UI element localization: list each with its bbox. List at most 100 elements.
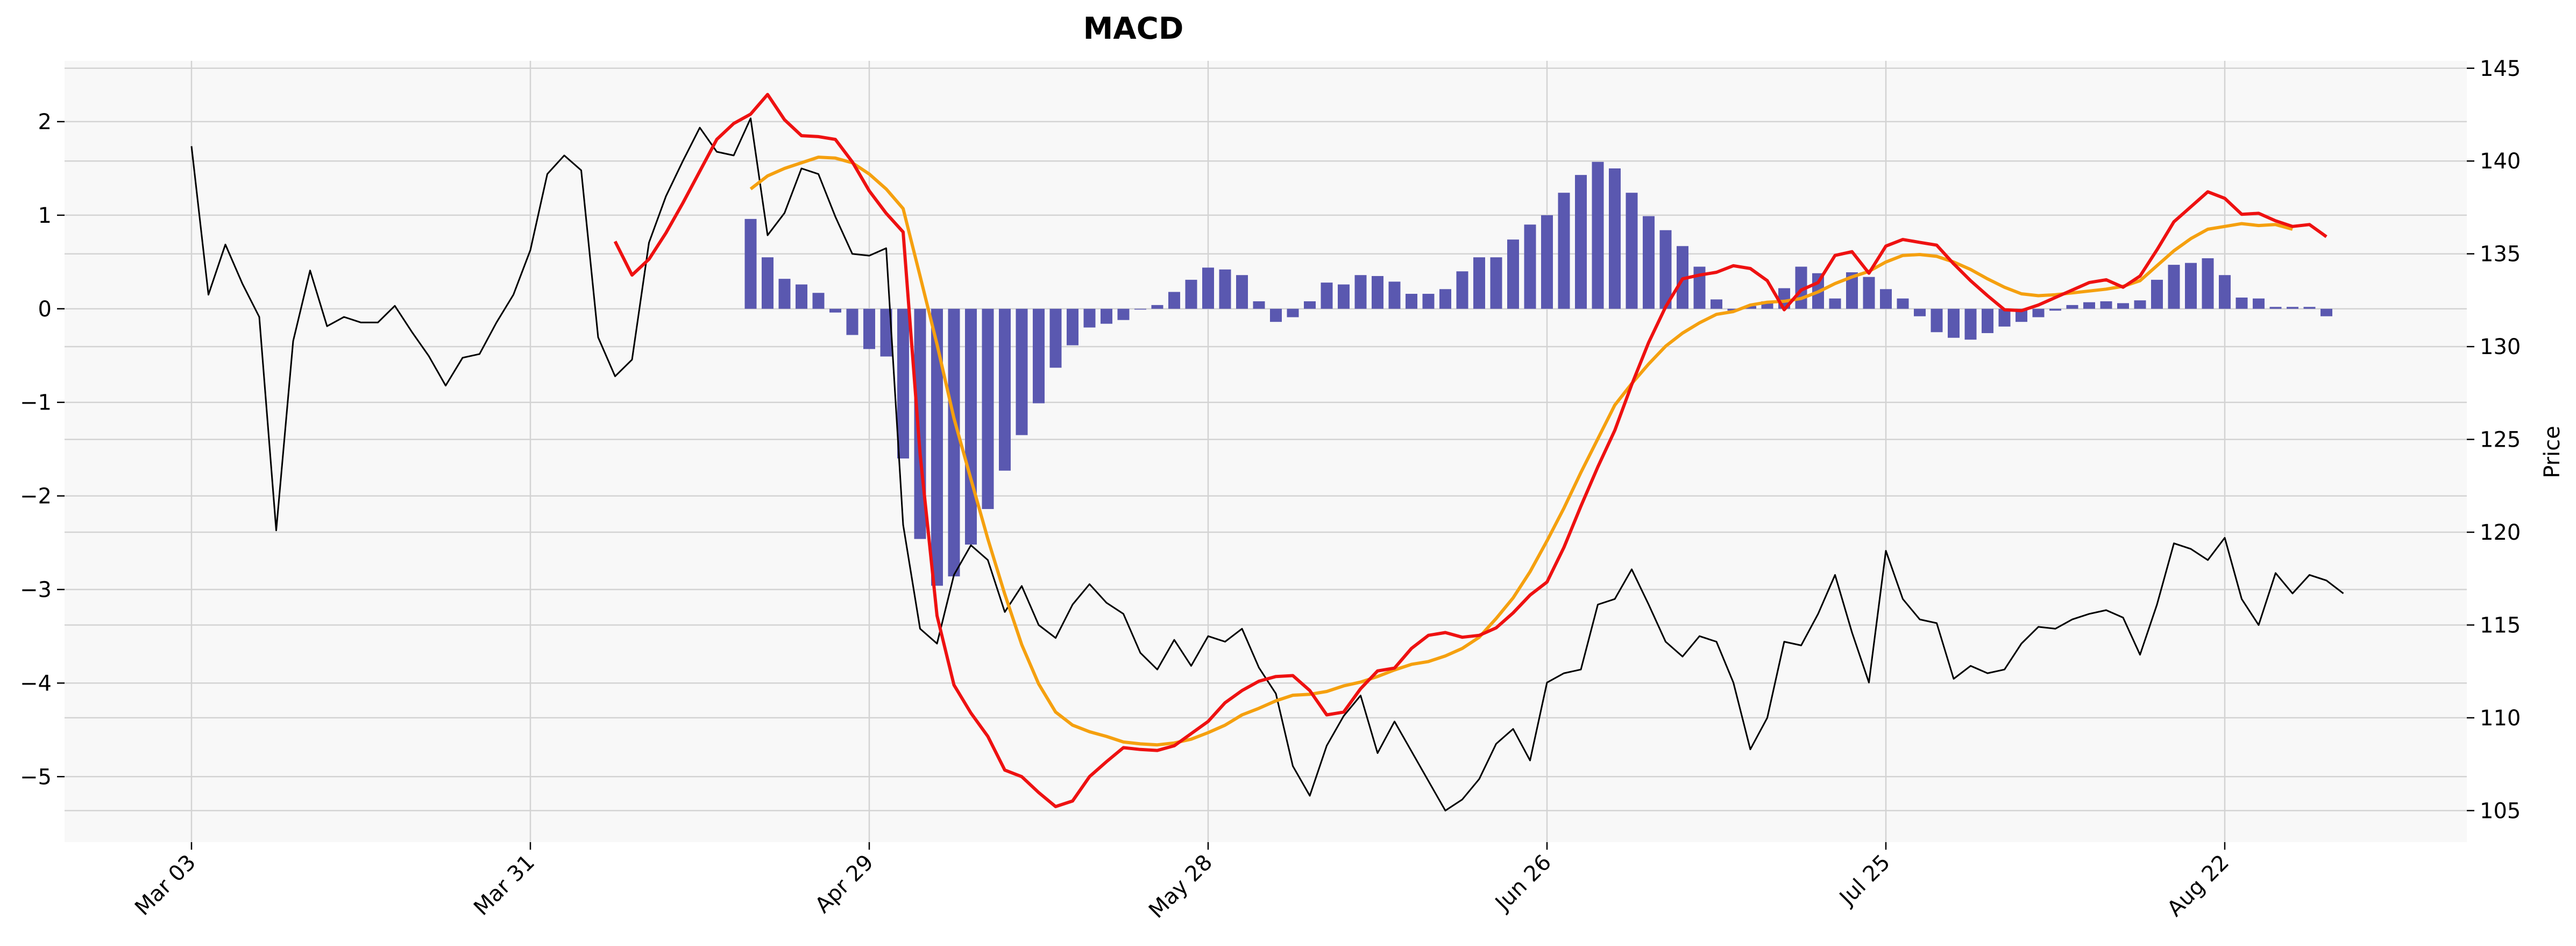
histogram-bar <box>796 284 807 309</box>
histogram-bar <box>1897 298 1909 309</box>
histogram-bar <box>1117 308 1130 320</box>
y-right-tick-label: 135 <box>2480 242 2521 267</box>
histogram-bar <box>880 308 892 357</box>
histogram-bar <box>1541 215 1553 309</box>
histogram-bar <box>1880 289 1892 309</box>
x-tick-label: Jun 26 <box>1489 850 1556 917</box>
x-tick-label: Apr 29 <box>811 850 878 918</box>
histogram-bar <box>1558 193 1570 309</box>
histogram-bar <box>2117 303 2129 309</box>
histogram-bar <box>1863 277 1875 309</box>
macd-line <box>613 93 2327 808</box>
histogram-bar <box>778 279 791 309</box>
histogram-bar <box>1033 308 1045 404</box>
histogram-bar <box>1321 283 1333 309</box>
histogram-bar <box>2185 263 2197 309</box>
histogram-bar <box>1287 308 1299 317</box>
histogram-bar <box>1575 175 1587 309</box>
histogram-bar <box>2236 297 2248 309</box>
histogram-bar <box>1643 216 1655 309</box>
histogram-bar <box>1304 301 1316 309</box>
histogram-bar <box>2134 300 2146 309</box>
histogram-bar <box>2151 279 2163 309</box>
histogram-bar <box>1456 271 1468 309</box>
y-left-tick-label: −1 <box>20 391 52 415</box>
histogram-bar <box>1914 308 1926 316</box>
histogram-bar <box>1202 267 1214 309</box>
histogram-bar <box>1016 308 1028 435</box>
histogram-bar <box>1948 308 1960 338</box>
y-left-tick-label: −3 <box>20 577 52 602</box>
y-right-tick-label: 140 <box>2480 149 2521 174</box>
histogram-bar <box>2303 307 2316 309</box>
histogram-bar <box>2049 308 2061 311</box>
signal-line <box>749 156 2293 747</box>
x-tick-label: Mar 31 <box>469 850 540 921</box>
y-left-tick-label: −4 <box>20 671 52 696</box>
histogram-bar <box>948 308 960 577</box>
y-right-tick-label: 105 <box>2480 799 2521 823</box>
y-right-tick-label: 125 <box>2480 428 2521 453</box>
histogram-bar <box>1151 305 1163 309</box>
histogram-bar <box>1829 298 1841 309</box>
histogram-bar <box>1439 289 1451 309</box>
histogram-bar <box>1659 230 1672 309</box>
histogram-bar <box>846 308 858 335</box>
y-right-tick-label: 120 <box>2480 520 2521 545</box>
histogram-bar <box>1490 257 1502 309</box>
histogram-bar <box>812 293 825 309</box>
histogram-bar <box>1219 269 1231 309</box>
y-left-tick-label: 2 <box>38 110 52 135</box>
histogram-bar <box>1982 308 1993 334</box>
histogram-bar <box>1049 308 1062 368</box>
histogram-bar <box>2083 302 2095 309</box>
histogram-bar <box>744 218 757 309</box>
histogram-bar <box>1372 276 1383 309</box>
histogram-bar <box>1473 257 1485 309</box>
y-left-tick-label: −5 <box>20 765 52 789</box>
histogram-bar <box>2032 308 2045 317</box>
histogram-bar <box>999 308 1011 471</box>
y-right-tick-label: 130 <box>2480 335 2521 359</box>
histogram-bar <box>1964 308 1977 340</box>
histogram-bar <box>829 308 841 313</box>
histogram-bar <box>1592 161 1604 309</box>
series-lines <box>190 93 2344 811</box>
x-tick-label: Aug 22 <box>2162 850 2234 922</box>
y-right-tick-label: 115 <box>2480 613 2521 638</box>
histogram-bar <box>1507 239 1519 309</box>
histogram-bar <box>1609 168 1621 309</box>
histogram-bar <box>1185 279 1197 309</box>
x-tick-label: Jul 25 <box>1834 850 1895 912</box>
histogram-bar <box>1846 272 1858 309</box>
y-left-tick-label: 0 <box>38 297 52 322</box>
histogram-bar <box>1406 293 1417 309</box>
histogram-bar <box>965 308 977 545</box>
histogram-bar <box>1524 224 1536 309</box>
histogram-bar <box>1270 308 1282 322</box>
histogram-bar <box>897 308 909 459</box>
x-tick-label: Mar 03 <box>130 850 201 921</box>
y-right-tick-label: 110 <box>2480 706 2521 731</box>
histogram-bar <box>1101 308 1112 324</box>
histogram-bar <box>2287 307 2298 309</box>
histogram-bar <box>1083 308 1096 328</box>
histogram-bar <box>1253 301 1265 309</box>
histogram-bar <box>931 308 943 586</box>
histogram-bar <box>2100 301 2112 309</box>
histogram-bar <box>1626 193 1638 309</box>
histogram-bar <box>2219 275 2231 309</box>
grid-lines <box>65 61 2467 842</box>
histogram-bar <box>2066 305 2078 309</box>
y-left-tick-label: −2 <box>20 484 52 509</box>
histogram-bar <box>2202 258 2214 309</box>
histogram-bar <box>1236 275 1248 309</box>
histogram-bar <box>1388 281 1401 309</box>
chart-title: MACD <box>1083 11 1184 46</box>
histogram-bar <box>982 308 994 509</box>
histogram-bar <box>1168 292 1180 309</box>
y-left-tick-label: 1 <box>38 203 52 228</box>
histogram-bar <box>1998 308 2011 327</box>
histogram-bar <box>1727 308 1740 311</box>
